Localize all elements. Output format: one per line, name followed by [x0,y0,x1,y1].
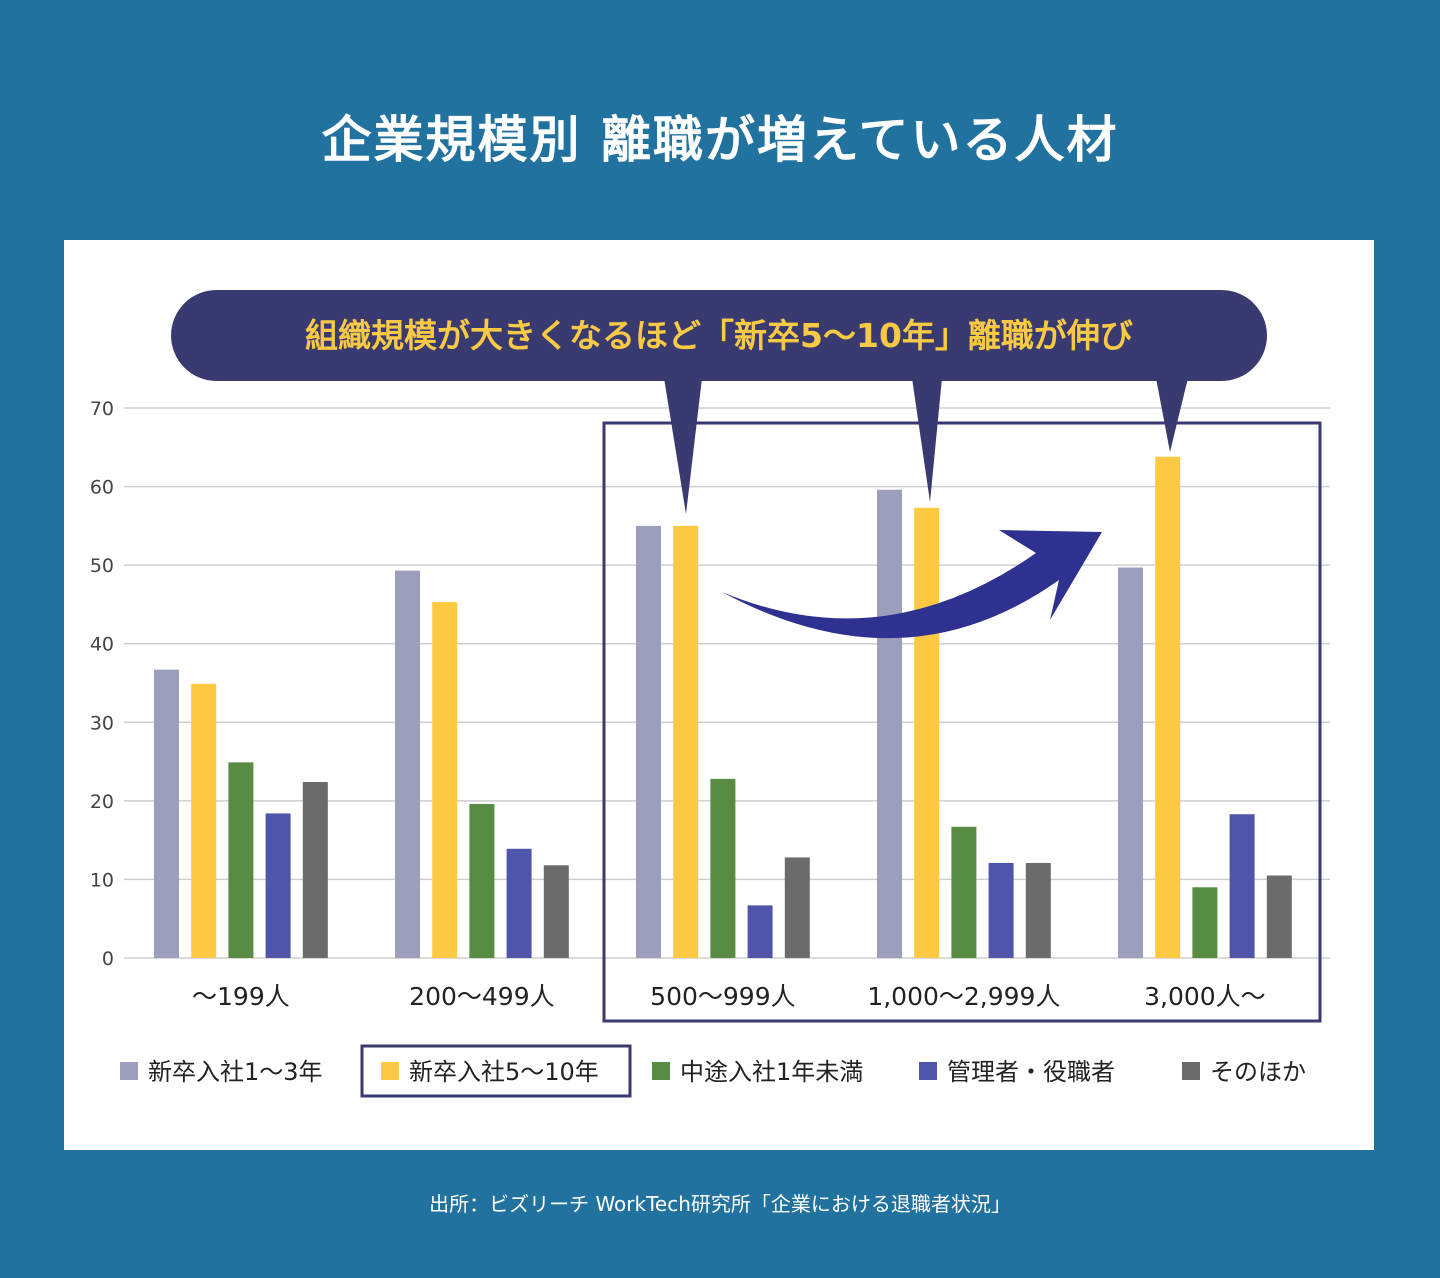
x-tick-label: 500〜999人 [650,982,795,1011]
bar [914,507,940,958]
bar [1266,875,1292,958]
x-tick-label: 〜199人 [192,982,290,1011]
legend-swatch [652,1062,670,1080]
legend: 新卒入社1〜3年 新卒入社5〜10年 中途入社1年未満 管理者・役職者 そのほか [120,1044,1306,1098]
bar [673,525,699,958]
source-note: 出所：ビズリーチ WorkTech研究所「企業における退職者状況」 [429,1192,1011,1216]
bar [710,778,736,958]
legend-label: そのほか [1210,1058,1306,1086]
legend-label: 管理者・役職者 [947,1058,1115,1086]
y-tick-label: 0 [102,948,114,970]
bar [1155,456,1181,958]
bar [469,804,495,958]
bar [747,905,773,958]
x-axis-ticks: 〜199人 200〜499人 500〜999人 1,000〜2,999人 3,000人〜 [192,982,1266,1011]
page-title: 企業規模別 離職が増えている人材 [321,111,1119,169]
y-tick-label: 50 [90,555,114,577]
bar-chart: 0 10 20 30 40 50 60 70 〜199人 200〜499人 500〜999人 1,0… [90,290,1330,1098]
legend-label: 新卒入社5〜10年 [409,1058,599,1086]
bar [432,602,458,958]
legend-swatch [919,1062,937,1080]
bar [784,857,810,958]
y-tick-label: 30 [90,712,114,734]
callout-bubble: 組織規模が大きくなるほど「新卒5〜10年」離職が伸び [171,290,1267,514]
x-tick-label: 3,000人〜 [1144,982,1266,1011]
bars [154,456,1292,958]
legend-swatch [120,1062,138,1080]
bar [191,683,217,958]
bar [395,570,420,958]
bar [1118,567,1143,958]
legend-label: 中途入社1年未満 [680,1058,863,1086]
y-tick-label: 10 [90,869,114,891]
x-tick-label: 200〜499人 [409,982,554,1011]
callout-text: 組織規模が大きくなるほど「新卒5〜10年」離職が伸び [305,316,1133,355]
legend-highlight-frame [360,1044,632,1098]
trend-arrow [722,530,1102,639]
bar [543,865,569,958]
bar [228,762,254,958]
y-tick-label: 60 [90,477,114,499]
y-tick-label: 70 [90,398,114,420]
bar [988,862,1014,958]
y-tick-label: 40 [90,634,114,656]
bar [1025,862,1051,958]
bar [1192,887,1218,958]
y-tick-label: 20 [90,791,114,813]
bar [302,782,328,958]
chart-card: 0 10 20 30 40 50 60 70 〜199人 200〜499人 500〜999人 1,0… [64,240,1374,1150]
x-tick-label: 1,000〜2,999人 [867,982,1060,1011]
legend-swatch [1182,1062,1200,1080]
y-axis-ticks: 0 10 20 30 40 50 60 70 [90,398,114,970]
bar [1229,814,1255,958]
bar [506,848,532,958]
bar [877,489,902,958]
legend-label: 新卒入社1〜3年 [148,1058,323,1086]
bar [154,669,179,958]
highlight-frame [602,421,1322,1023]
bar [265,813,291,958]
bar [636,525,661,958]
bar [951,826,977,958]
legend-swatch [381,1062,399,1080]
